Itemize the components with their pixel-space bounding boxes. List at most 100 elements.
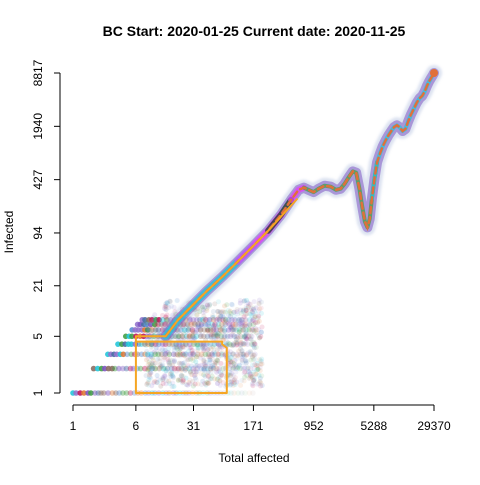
cloud-point (208, 335, 214, 341)
cloud-point (168, 369, 174, 375)
cloud-point (198, 323, 204, 329)
cloud-point (190, 365, 197, 372)
cloud-point (247, 371, 253, 377)
cloud-point (254, 330, 260, 336)
cloud-point (206, 377, 212, 383)
cloud-point (148, 321, 154, 328)
cloud-point (175, 353, 181, 359)
cloud-point (218, 360, 224, 366)
cloud-point (251, 299, 257, 305)
cloud-point (231, 377, 237, 383)
cloud-point (178, 343, 184, 349)
cloud-point (232, 325, 238, 331)
cloud-point (228, 324, 234, 330)
cloud-point (245, 365, 251, 371)
cloud-point (251, 352, 257, 358)
cloud-point (243, 327, 249, 333)
cloud-point (251, 306, 257, 312)
cloud-point (188, 370, 194, 376)
cloud-point (183, 336, 189, 342)
cloud-point (252, 377, 258, 383)
cloud-point (145, 367, 151, 373)
cloud-point (253, 311, 259, 317)
cloud-point (238, 317, 244, 323)
cloud-point (221, 327, 228, 333)
cloud-point (190, 333, 196, 339)
cloud-point (155, 351, 162, 358)
cloud-point (189, 327, 196, 333)
cloud-point (230, 332, 236, 338)
cloud-point (230, 363, 236, 369)
cloud-point (156, 365, 163, 372)
cloud-point (202, 363, 208, 369)
cloud-point (161, 355, 167, 361)
cloud-point (144, 381, 150, 387)
cloud-point (152, 341, 159, 347)
x-tick-label-952: 952 (304, 419, 324, 433)
cloud-point (244, 336, 250, 342)
cloud-point (192, 375, 198, 381)
cloud-point (156, 316, 162, 323)
cloud-point (195, 342, 201, 348)
cloud-point (205, 365, 211, 372)
cloud-point (252, 315, 258, 321)
cloud-point (135, 341, 142, 347)
cloud-point (242, 365, 248, 371)
cloud-point (178, 361, 184, 367)
cloud-point (204, 327, 210, 333)
cloud-point (146, 382, 152, 388)
cloud-point (190, 368, 196, 374)
cloud-point (164, 349, 170, 355)
cloud-point (241, 333, 248, 340)
cloud-point (240, 341, 247, 347)
cloud-point (164, 299, 170, 305)
axes-group: 1 6 31 171 952 5288 29370 1 5 21 94 427 1940 8817 (31, 59, 451, 433)
cloud-point (207, 327, 214, 333)
cloud-point (213, 331, 219, 337)
cloud-point (196, 363, 202, 369)
cloud-point (153, 319, 159, 325)
cloud-point (174, 368, 180, 374)
cloud-point (242, 390, 248, 396)
cloud-point (151, 349, 157, 355)
cloud-point (232, 379, 238, 385)
cloud-point (193, 333, 200, 340)
cloud-point (243, 307, 249, 313)
cloud-point (147, 370, 153, 376)
cloud-point (167, 381, 173, 387)
cloud-point (157, 358, 163, 364)
cloud-point (152, 360, 158, 366)
cloud-point (172, 341, 178, 347)
cloud-point (167, 360, 173, 366)
cloud-point (219, 372, 225, 378)
x-axis-label: Total affected (218, 451, 289, 465)
cloud-point (188, 356, 194, 362)
cloud-point (166, 359, 172, 365)
cloud-point (145, 341, 151, 347)
cloud-point (213, 365, 220, 372)
cloud-point (198, 322, 204, 328)
cloud-point (246, 321, 253, 328)
cloud-point (186, 332, 192, 338)
cloud-point (250, 369, 256, 375)
cloud-point (208, 369, 214, 375)
cloud-point (218, 327, 224, 333)
cloud-point (150, 329, 156, 335)
cloud-point (251, 378, 257, 384)
cloud-point (207, 354, 213, 360)
cloud-point (188, 345, 194, 351)
cloud-point (187, 377, 193, 383)
cloud-point (250, 321, 257, 328)
cloud-point (148, 348, 154, 354)
cloud-point (162, 354, 168, 360)
cloud-point (205, 346, 211, 352)
cloud-point (229, 379, 235, 385)
cloud-point (155, 342, 161, 348)
cloud-point (201, 327, 208, 333)
cloud-point (186, 326, 192, 332)
cloud-point (232, 382, 238, 388)
cloud-point (200, 333, 207, 340)
cloud-point (245, 336, 251, 342)
cloud-point (153, 345, 159, 351)
cloud-point (249, 371, 255, 377)
